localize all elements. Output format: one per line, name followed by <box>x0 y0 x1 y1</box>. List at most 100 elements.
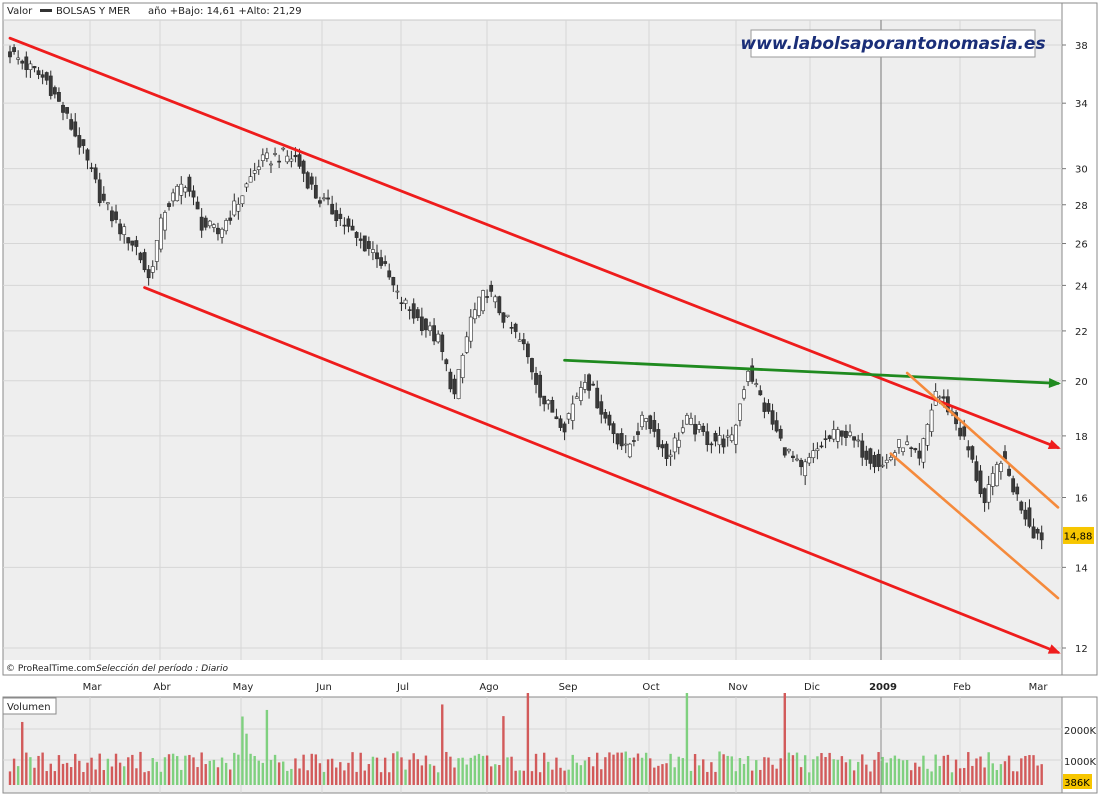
candle-body <box>260 154 265 161</box>
candle-body <box>970 446 975 460</box>
candle-body <box>770 410 775 425</box>
candle-body <box>807 457 812 464</box>
candle-body <box>583 382 587 390</box>
price-axis-ticks: 38 34 30 28 26 24 22 20 18 16 14 12 <box>1062 41 1088 655</box>
volume-bar <box>555 757 558 785</box>
candle-body <box>917 450 922 459</box>
volume-bar <box>673 767 676 785</box>
candle-body <box>419 316 424 331</box>
volume-bar <box>273 754 277 785</box>
volume-bar <box>979 756 982 785</box>
volume-bar <box>942 755 946 785</box>
candle-body <box>464 336 469 353</box>
price-plot-area <box>3 20 1062 660</box>
volume-bar <box>290 768 293 785</box>
volume-bar <box>551 769 554 785</box>
candle-body <box>921 438 926 463</box>
header-symbol: BOLSAS Y MER <box>56 6 130 17</box>
volume-bar <box>538 772 542 785</box>
candle-body <box>366 241 371 249</box>
candle-body <box>823 438 828 441</box>
volume-bar <box>445 751 448 785</box>
candle-body <box>1019 501 1024 511</box>
price-tick-label: 30 <box>1075 165 1088 176</box>
volume-bar <box>1007 755 1011 785</box>
candle-body <box>187 176 192 192</box>
candle-body <box>236 203 241 212</box>
candle-body <box>293 154 298 158</box>
candle-body <box>134 240 139 247</box>
volume-bar <box>245 733 248 785</box>
candle-body <box>289 158 294 162</box>
volume-bar <box>233 752 236 785</box>
volume-bar <box>155 761 159 785</box>
volume-bar <box>750 770 754 785</box>
volume-bar <box>1036 765 1039 785</box>
volume-bar <box>351 752 354 785</box>
candle-body <box>966 446 971 451</box>
volume-bar <box>432 765 436 785</box>
candle-body <box>158 217 163 250</box>
candle-body <box>362 235 367 252</box>
candle-body <box>905 441 910 445</box>
volume-tick-2000k: 2000K <box>1064 726 1096 737</box>
month-label: Mar <box>83 682 103 693</box>
candle-body <box>546 400 551 405</box>
candle-body <box>852 436 857 441</box>
volume-bar <box>498 765 501 785</box>
candle-body <box>118 223 123 235</box>
candle-body <box>623 443 628 446</box>
volume-bar <box>367 764 371 785</box>
candle-body <box>44 72 49 81</box>
candle-body <box>611 423 616 435</box>
volume-bar <box>534 753 538 785</box>
watermark-text: www.labolsaporantonomasia.es <box>740 34 1045 54</box>
candle-body <box>782 447 787 456</box>
volume-bar <box>767 757 770 785</box>
candle-body <box>8 51 12 58</box>
volume-bar <box>416 759 419 785</box>
volume-bar <box>644 752 648 785</box>
candle-body <box>831 429 836 440</box>
volume-bar <box>314 754 318 785</box>
volume-bar <box>995 770 999 785</box>
volume-panel-border <box>2 696 1098 794</box>
volume-bar <box>677 756 680 785</box>
volume-bar <box>237 754 240 785</box>
volume-bar <box>86 762 89 785</box>
candle-body <box>632 440 636 442</box>
candle-body <box>978 470 983 495</box>
volume-bar <box>522 770 526 785</box>
candle-body <box>452 378 457 395</box>
candle-body <box>211 224 216 228</box>
candle-body <box>93 167 98 180</box>
volume-bar <box>196 767 199 785</box>
volume-bar <box>473 755 477 785</box>
candle-body <box>786 448 791 452</box>
candle-body <box>281 147 286 150</box>
volume-bar <box>987 752 990 785</box>
candle-body <box>468 316 473 342</box>
volume-bar <box>241 716 244 785</box>
candle-body <box>224 220 229 232</box>
candle-body <box>89 167 94 169</box>
volume-bar <box>8 771 12 785</box>
candle-body <box>203 217 208 228</box>
candle-body <box>986 484 991 503</box>
volume-bar <box>82 771 85 785</box>
candle-body <box>334 210 339 221</box>
candle-body <box>525 343 530 358</box>
candles <box>8 44 1044 550</box>
volume-bar <box>510 756 513 785</box>
candle-body <box>799 459 803 468</box>
volume-bar <box>45 771 48 785</box>
candle-body <box>171 192 176 202</box>
candle-body <box>395 290 400 293</box>
candle-body <box>990 473 995 487</box>
volume-bar <box>180 769 183 785</box>
candle-body <box>69 119 74 130</box>
candle-body <box>627 443 632 458</box>
candle-body <box>827 435 832 439</box>
